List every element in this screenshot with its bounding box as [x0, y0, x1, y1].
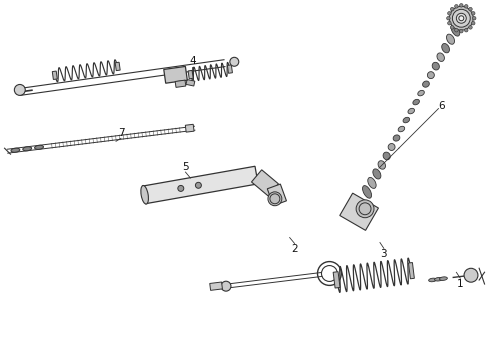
Circle shape: [468, 26, 472, 29]
Ellipse shape: [427, 72, 434, 78]
Circle shape: [268, 192, 282, 206]
Circle shape: [468, 7, 472, 11]
Text: 1: 1: [457, 279, 464, 289]
Circle shape: [447, 12, 451, 15]
Polygon shape: [143, 166, 258, 204]
Circle shape: [471, 21, 475, 25]
Ellipse shape: [432, 62, 440, 70]
Ellipse shape: [418, 90, 424, 96]
Ellipse shape: [408, 108, 415, 114]
Ellipse shape: [393, 135, 400, 141]
Ellipse shape: [398, 126, 405, 132]
Text: 2: 2: [291, 244, 298, 255]
Polygon shape: [175, 80, 186, 87]
Circle shape: [14, 85, 25, 95]
Ellipse shape: [403, 117, 410, 123]
Polygon shape: [409, 262, 415, 279]
Ellipse shape: [373, 169, 381, 179]
Text: 4: 4: [189, 56, 196, 66]
Circle shape: [356, 200, 374, 218]
Ellipse shape: [368, 177, 376, 188]
Ellipse shape: [141, 185, 148, 204]
Ellipse shape: [23, 147, 32, 151]
Circle shape: [459, 16, 464, 21]
Circle shape: [178, 185, 184, 192]
Circle shape: [464, 268, 478, 282]
Ellipse shape: [440, 277, 447, 280]
Circle shape: [455, 5, 458, 8]
Circle shape: [465, 28, 468, 32]
Polygon shape: [227, 65, 232, 73]
Polygon shape: [164, 67, 187, 83]
Circle shape: [221, 281, 231, 291]
Ellipse shape: [435, 278, 442, 281]
Ellipse shape: [422, 81, 429, 87]
Circle shape: [471, 12, 475, 15]
Polygon shape: [52, 71, 57, 80]
Ellipse shape: [11, 148, 20, 152]
Ellipse shape: [35, 145, 44, 149]
Polygon shape: [251, 170, 278, 196]
Ellipse shape: [413, 99, 419, 105]
Circle shape: [450, 7, 454, 11]
Ellipse shape: [441, 44, 449, 53]
Polygon shape: [267, 184, 287, 206]
Circle shape: [447, 21, 451, 25]
Ellipse shape: [383, 152, 390, 160]
Circle shape: [270, 194, 280, 204]
Polygon shape: [186, 80, 195, 86]
Circle shape: [196, 182, 201, 188]
Ellipse shape: [363, 186, 371, 198]
Ellipse shape: [446, 34, 455, 44]
Text: 7: 7: [118, 129, 124, 138]
Circle shape: [359, 203, 371, 215]
Polygon shape: [333, 272, 340, 288]
Circle shape: [230, 57, 239, 66]
Text: 3: 3: [381, 249, 387, 260]
Circle shape: [472, 17, 476, 20]
Circle shape: [452, 9, 470, 27]
Polygon shape: [210, 282, 222, 291]
Circle shape: [456, 13, 466, 23]
Text: 6: 6: [438, 100, 445, 111]
Polygon shape: [340, 193, 378, 230]
Ellipse shape: [437, 53, 444, 62]
Ellipse shape: [455, 14, 465, 28]
Ellipse shape: [378, 161, 386, 169]
Ellipse shape: [429, 278, 437, 282]
Ellipse shape: [388, 144, 395, 150]
Polygon shape: [188, 71, 193, 79]
Circle shape: [446, 17, 450, 20]
Circle shape: [450, 26, 454, 29]
Circle shape: [465, 5, 468, 8]
Polygon shape: [185, 124, 194, 132]
Circle shape: [460, 4, 463, 7]
Text: 5: 5: [182, 162, 189, 172]
Polygon shape: [115, 62, 120, 71]
Circle shape: [449, 6, 473, 30]
Ellipse shape: [451, 24, 460, 36]
Circle shape: [455, 28, 458, 32]
Circle shape: [460, 30, 463, 33]
Circle shape: [321, 266, 337, 282]
